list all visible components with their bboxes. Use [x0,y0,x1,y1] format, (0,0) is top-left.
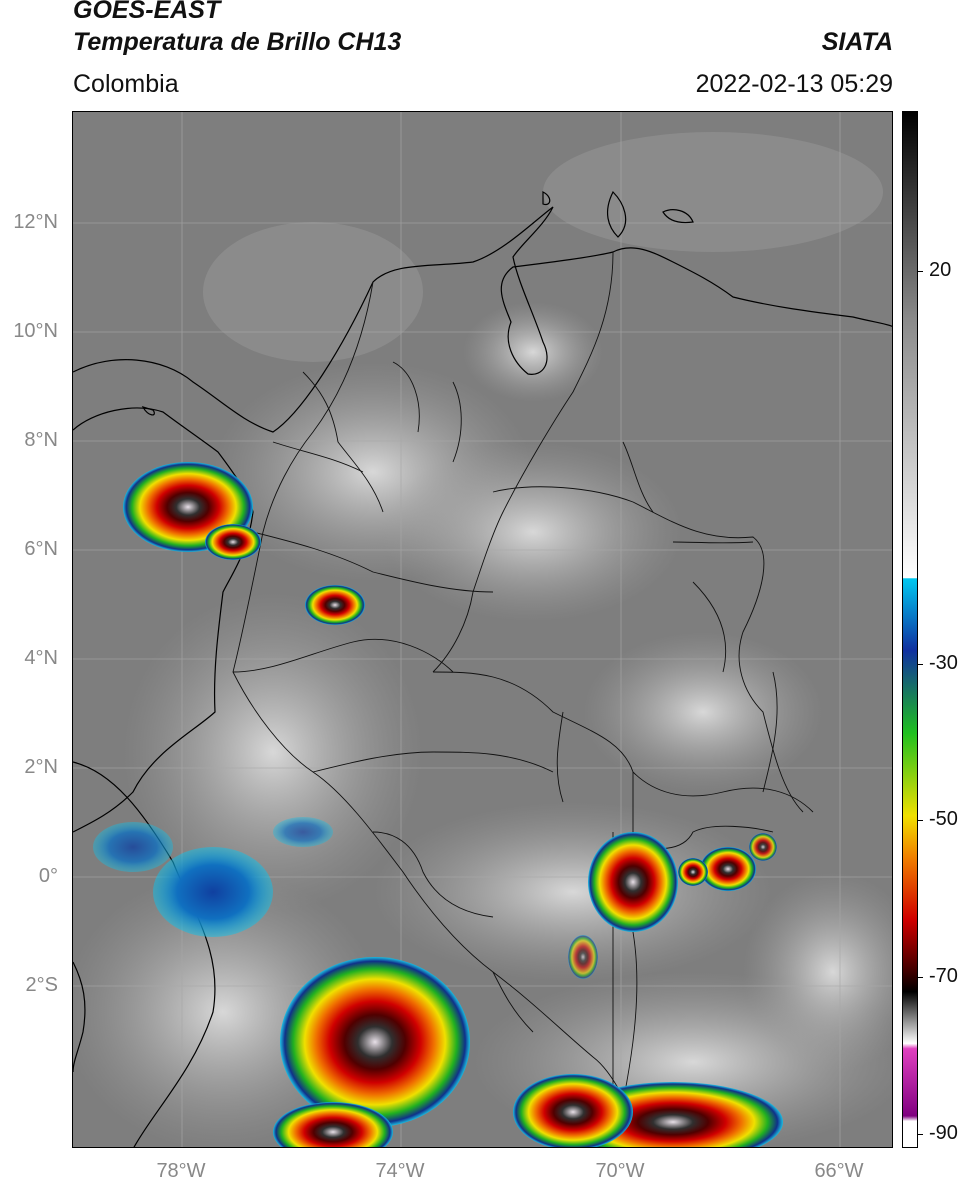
storm-cell-south [280,957,470,1127]
borders [232,251,814,1147]
lat-label-2s: 2°S [25,974,58,996]
colorbar-tick [917,664,923,665]
colorbar-label-minus50: -50 [929,808,958,830]
map-canvas [73,112,892,1147]
lon-label-74w: 74°W [375,1160,425,1182]
cold-cloud-cluster-west [153,847,273,937]
storm-cells [93,462,783,1147]
lat-label-12n: 12°N [13,211,58,233]
storm-cell-east-2 [700,847,756,891]
storm-cell-south-west [273,1102,393,1147]
lat-label-8n: 8°N [24,429,58,451]
storm-cell-central [305,585,365,625]
colorbar-label-minus90: -90 [929,1122,958,1144]
storm-cell-northwest-tail [205,524,261,560]
colorbar-label-20: 20 [929,259,952,281]
satellite-map[interactable] [72,111,893,1148]
brand-label: SIATA [821,28,893,56]
datetime-label: 2022-02-13 05:29 [695,70,893,98]
cold-cloud-cluster-coast [93,822,173,872]
storm-cell-east-1 [588,832,678,932]
lat-label-2n: 2°N [24,756,58,778]
title-satellite: GOES-EAST [73,0,221,24]
storm-cell-east-3 [678,858,708,886]
colorbar [902,111,918,1148]
lon-label-70w: 70°W [595,1160,645,1182]
colorbar-tick [917,820,923,821]
region-label: Colombia [73,70,179,98]
title-product: Temperatura de Brillo CH13 [73,28,402,56]
lon-label-78w: 78°W [156,1160,206,1182]
colorbar-tick [917,1134,923,1135]
lat-label-4n: 4°N [24,647,58,669]
storm-cell-east-4 [749,833,777,861]
lat-label-6n: 6°N [24,538,58,560]
lat-label-10n: 10°N [13,320,58,342]
colorbar-label-minus70: -70 [929,965,958,987]
colorbar-tick [917,271,923,272]
colorbar-tick [917,977,923,978]
storm-cell-south-center [513,1074,633,1147]
lon-label-66w: 66°W [814,1160,864,1182]
cold-cloud-cluster-small [273,817,333,847]
storm-cell-east-5 [568,935,598,979]
colorbar-label-minus30: -30 [929,652,958,674]
lat-label-0: 0° [38,865,58,887]
